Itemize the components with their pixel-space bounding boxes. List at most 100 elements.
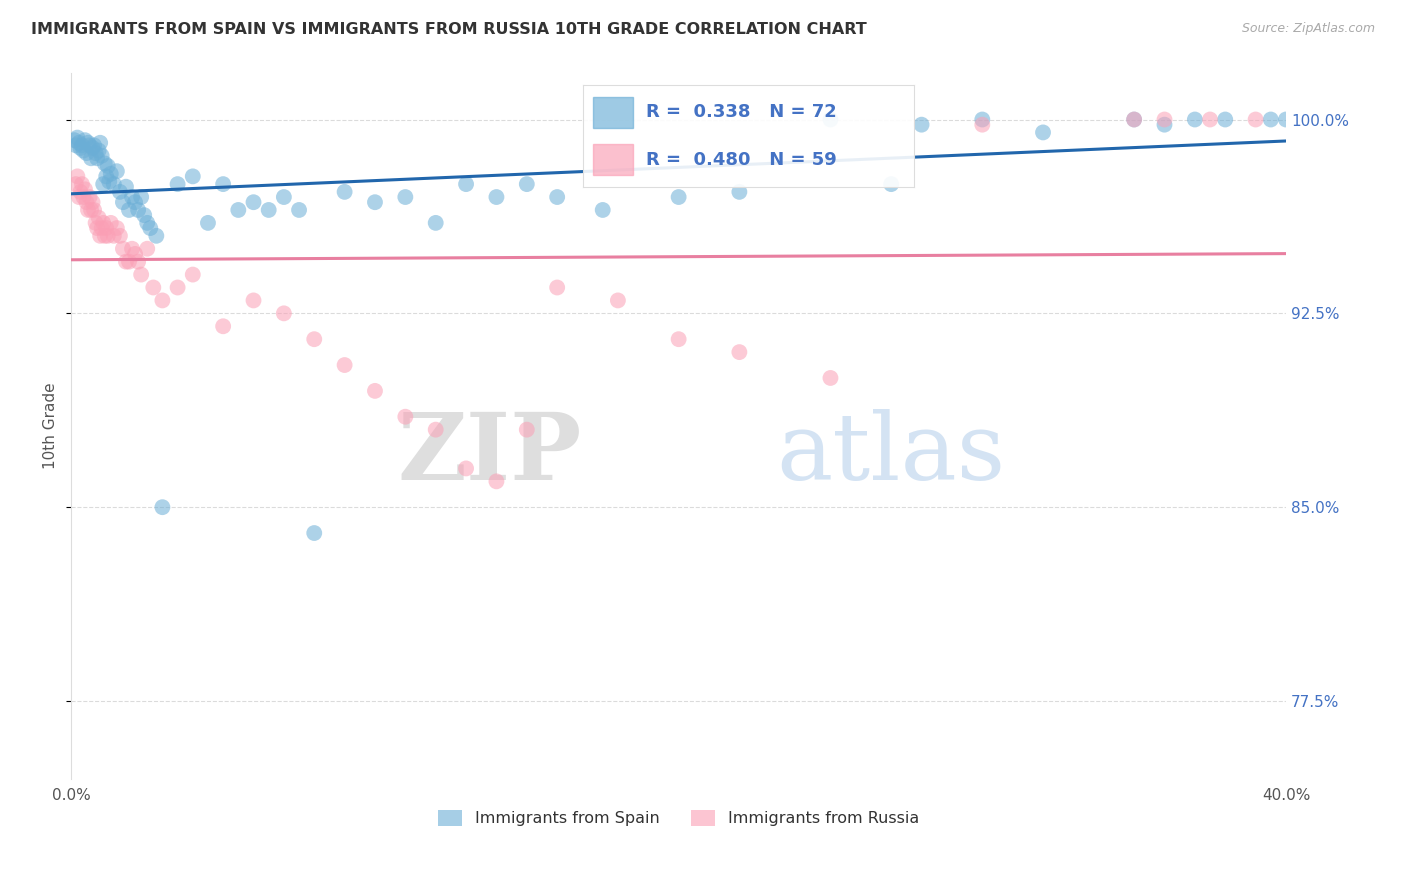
Point <box>454 177 477 191</box>
Point <box>127 202 149 217</box>
Point <box>136 242 159 256</box>
Point <box>65 177 87 191</box>
Point <box>394 409 416 424</box>
Point <box>228 202 250 217</box>
Point <box>364 384 387 398</box>
Point <box>72 190 94 204</box>
Point <box>96 221 118 235</box>
Point <box>66 130 89 145</box>
Point <box>84 146 107 161</box>
Point <box>111 242 134 256</box>
Point <box>1153 112 1175 127</box>
Point <box>166 177 188 191</box>
Point <box>606 293 628 308</box>
Point <box>181 268 204 282</box>
Point <box>273 190 295 204</box>
Point <box>127 254 149 268</box>
Point <box>1123 112 1146 127</box>
Text: IMMIGRANTS FROM SPAIN VS IMMIGRANTS FROM RUSSIA 10TH GRADE CORRELATION CHART: IMMIGRANTS FROM SPAIN VS IMMIGRANTS FROM… <box>31 22 866 37</box>
Point <box>333 358 356 372</box>
Point <box>425 216 447 230</box>
Point <box>1032 125 1054 139</box>
Text: ZIP: ZIP <box>398 409 582 499</box>
Point <box>972 112 994 127</box>
Point <box>364 195 387 210</box>
Point <box>485 190 508 204</box>
Point <box>76 146 98 161</box>
Point <box>87 211 110 225</box>
Point <box>90 221 112 235</box>
Point <box>90 149 112 163</box>
Point <box>76 195 98 210</box>
Point <box>121 242 143 256</box>
Point <box>728 345 751 359</box>
Point <box>142 280 165 294</box>
Point <box>288 202 311 217</box>
Point <box>134 208 156 222</box>
Point <box>668 332 690 346</box>
Point <box>1275 112 1298 127</box>
Point <box>105 164 128 178</box>
Text: Source: ZipAtlas.com: Source: ZipAtlas.com <box>1241 22 1375 36</box>
Point <box>1123 112 1146 127</box>
Point <box>87 144 110 158</box>
Point <box>425 423 447 437</box>
Point <box>1199 112 1222 127</box>
Point <box>1184 112 1206 127</box>
Point <box>212 177 235 191</box>
Point <box>152 293 174 308</box>
Point <box>454 461 477 475</box>
Y-axis label: 10th Grade: 10th Grade <box>44 383 58 469</box>
Point <box>103 177 125 191</box>
Point <box>73 182 96 196</box>
Point <box>69 185 91 199</box>
Point <box>304 332 326 346</box>
Point <box>91 216 114 230</box>
Point <box>242 293 264 308</box>
Text: R =  0.338   N = 72: R = 0.338 N = 72 <box>647 103 837 121</box>
Point <box>97 159 120 173</box>
Point <box>77 136 100 150</box>
Point <box>820 371 842 385</box>
Point <box>1153 118 1175 132</box>
Point <box>181 169 204 184</box>
Point <box>66 169 89 184</box>
Point <box>304 526 326 541</box>
Point <box>910 118 932 132</box>
Point <box>72 144 94 158</box>
Point <box>82 195 104 210</box>
Point <box>96 169 118 184</box>
Text: R =  0.480   N = 59: R = 0.480 N = 59 <box>647 151 837 169</box>
Point <box>121 190 143 204</box>
Point <box>89 228 111 243</box>
Point <box>103 228 125 243</box>
Point <box>118 254 141 268</box>
Point <box>516 177 538 191</box>
Point <box>212 319 235 334</box>
Point <box>592 202 614 217</box>
Point <box>1244 112 1267 127</box>
Point <box>394 190 416 204</box>
Point <box>89 136 111 150</box>
Point <box>546 190 568 204</box>
Point <box>73 133 96 147</box>
Point <box>108 185 131 199</box>
Point <box>82 141 104 155</box>
Point <box>65 138 87 153</box>
Point <box>93 156 115 170</box>
Point <box>80 202 103 217</box>
Point <box>63 133 86 147</box>
Point <box>197 216 219 230</box>
Point <box>333 185 356 199</box>
Point <box>67 136 90 150</box>
Point <box>820 112 842 127</box>
Text: atlas: atlas <box>776 409 1005 499</box>
Point <box>136 216 159 230</box>
Point <box>70 138 93 153</box>
Point <box>668 190 690 204</box>
Point <box>118 202 141 217</box>
Point <box>1213 112 1236 127</box>
Bar <box>593 145 633 175</box>
Point <box>79 138 101 153</box>
Point <box>242 195 264 210</box>
